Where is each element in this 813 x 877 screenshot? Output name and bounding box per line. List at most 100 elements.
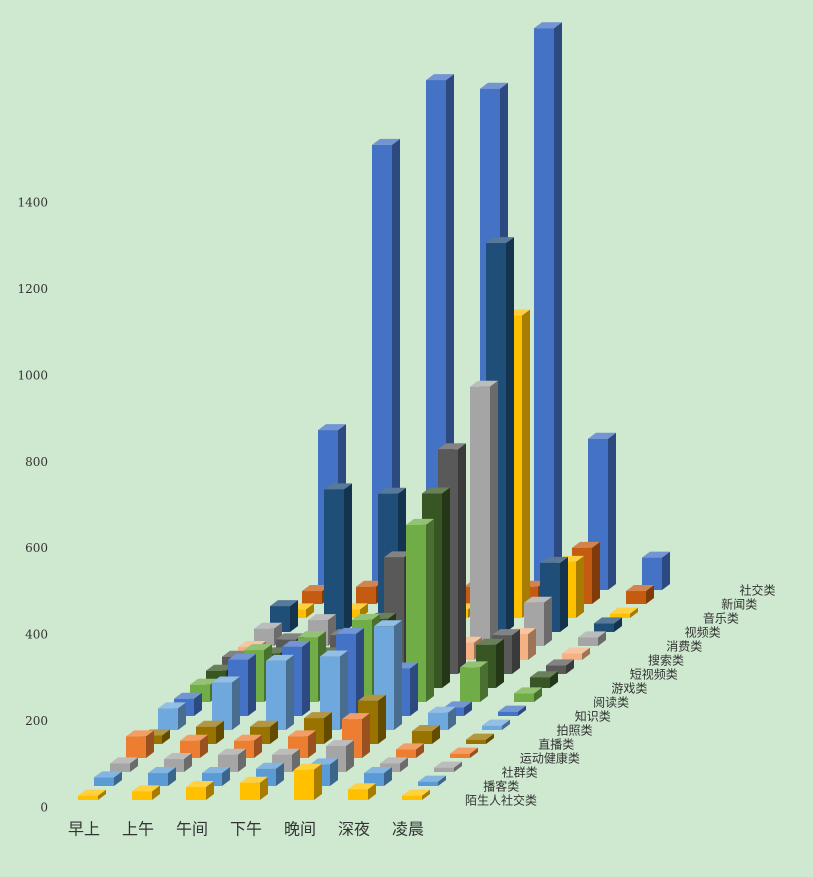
bar-top — [466, 733, 494, 740]
y-tick-label: 400 — [25, 628, 48, 642]
bar — [470, 386, 490, 646]
bar — [482, 725, 502, 730]
bar-top — [320, 650, 348, 657]
bar — [126, 736, 146, 758]
bar-side — [506, 237, 514, 633]
bar-side — [554, 22, 562, 590]
bar-side — [662, 551, 670, 590]
bar-top — [610, 607, 638, 614]
bar-top — [374, 620, 402, 627]
bar-side — [168, 767, 176, 786]
bar-side — [502, 719, 510, 730]
bar-side — [184, 753, 192, 772]
bar-top — [348, 783, 376, 790]
bar-side — [314, 763, 322, 800]
bar-top — [486, 237, 514, 244]
bar-side — [362, 713, 370, 758]
bar-top — [642, 551, 670, 558]
x-tick-label: 上午 — [122, 820, 154, 839]
bar-top — [78, 789, 106, 796]
bar-top — [94, 771, 122, 778]
bar-top — [418, 775, 446, 782]
series-label: 运动健康类 — [520, 751, 580, 766]
bar — [212, 682, 232, 730]
bar-top — [304, 712, 332, 719]
bar — [610, 613, 630, 618]
bar-top — [174, 692, 202, 699]
bar-top — [282, 640, 310, 647]
bar-top — [578, 631, 606, 638]
bar-top — [110, 757, 138, 764]
bar-side — [646, 585, 654, 604]
bar — [240, 782, 260, 800]
bar-side — [496, 638, 504, 688]
series-label: 新闻类 — [721, 597, 757, 612]
bar-side — [194, 692, 202, 716]
bar-side — [302, 640, 310, 716]
bar — [186, 787, 206, 800]
x-tick-label: 下午 — [230, 820, 262, 839]
series-label: 视频类 — [685, 625, 721, 640]
bar-top — [396, 743, 424, 750]
bar-top — [426, 74, 454, 81]
x-tick-label: 晚间 — [284, 820, 316, 839]
y-tick-label: 600 — [25, 541, 48, 555]
series-label: 知识类 — [575, 710, 611, 724]
bar-top — [482, 719, 510, 726]
bar-side — [598, 631, 606, 646]
bar — [302, 591, 322, 604]
bar-side — [308, 730, 316, 758]
bar-top — [266, 654, 294, 661]
bar-side — [270, 720, 278, 744]
bar-top — [438, 443, 466, 450]
bar — [94, 777, 114, 786]
bar-top — [572, 541, 600, 548]
bar-side — [448, 706, 456, 730]
bar-side — [162, 729, 170, 744]
bar-side — [216, 720, 224, 744]
bar-top — [186, 781, 214, 788]
bar-top — [412, 725, 440, 732]
bar-side — [608, 432, 616, 590]
bar-side — [286, 654, 294, 730]
bar-top — [428, 706, 456, 713]
bar-top — [470, 380, 498, 387]
bar-side — [292, 748, 300, 772]
bar — [530, 677, 550, 688]
bar-top — [288, 730, 316, 737]
bar-top — [310, 758, 338, 765]
bar — [110, 763, 130, 772]
bar-side — [528, 628, 536, 660]
bar — [406, 524, 426, 702]
bar — [534, 28, 554, 590]
bar-side — [238, 748, 246, 772]
bar-top — [326, 740, 354, 747]
bar-side — [592, 541, 600, 604]
series-label: 陌生人社交类 — [465, 793, 537, 808]
bar-top — [498, 705, 526, 712]
bar-side — [206, 781, 214, 800]
bar-top — [514, 687, 542, 694]
bar-side — [248, 653, 256, 716]
bar-top — [422, 487, 450, 494]
bar-side — [254, 734, 262, 758]
bar-side — [560, 556, 568, 632]
bar-top — [534, 22, 562, 29]
bar — [562, 653, 582, 660]
bar-side — [152, 785, 160, 800]
bar-side — [614, 617, 622, 632]
bar-top — [450, 747, 478, 754]
bar — [148, 773, 168, 786]
bar — [418, 781, 438, 786]
series-label: 游戏类 — [611, 682, 647, 696]
bar — [626, 591, 646, 604]
bar-top — [546, 659, 574, 666]
x-tick-label: 凌晨 — [392, 820, 424, 839]
y-tick-label: 1000 — [17, 368, 48, 382]
bar-side — [522, 309, 530, 618]
bar-top — [406, 518, 434, 525]
x-tick-label: 午间 — [176, 820, 208, 839]
bar-side — [458, 443, 466, 674]
bar — [294, 769, 314, 800]
